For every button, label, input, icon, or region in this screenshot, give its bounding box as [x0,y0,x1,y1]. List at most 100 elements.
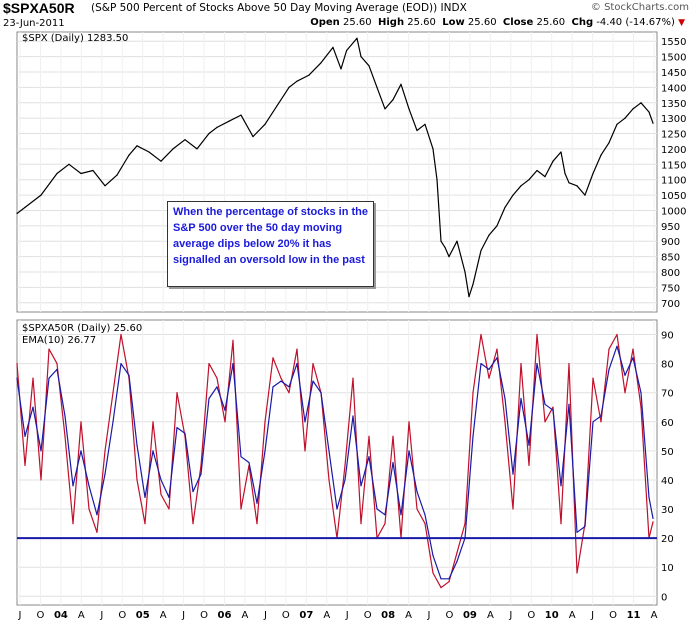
annotation-box: When the percentage of stocks in the S&P… [167,201,374,287]
breadth-series-point [488,377,490,379]
x-tick-label: J [590,610,594,621]
breadth-series-point [616,333,618,336]
breadth-series-point [240,508,242,510]
ema-series-point [320,392,322,394]
price-series-point [632,108,634,110]
price-series-point [80,172,82,175]
ema-series-point [520,397,522,400]
ema-series-point [152,450,154,452]
x-tick-label: 04 [54,610,68,621]
price-series-point [512,194,514,196]
breadth-series-point [480,333,482,336]
breadth-series-point [296,348,298,350]
ema-series-point [408,450,410,452]
ema-series-point [192,491,194,493]
breadth-series-point [528,464,530,466]
x-tick-label: 09 [463,610,477,621]
x-axis: J O 04 A J O 05 A J O 06 A J O 07 A J O 08 A J O 09 A J O 10 A J O 11 A [18,610,658,621]
chart-date: 23-Jun-2011 [3,18,65,29]
ema-series-point [104,473,106,475]
price-series-point [228,120,230,122]
y-tick-label: 900 [661,237,680,248]
y-tick-label: 0 [661,592,667,603]
x-tick-label: A [160,610,167,621]
price-series-point [504,206,506,208]
breadth-series-point [160,493,162,496]
breadth-series-point [176,392,178,394]
price-series-point [408,108,410,110]
breadth-series-point [144,523,146,525]
ema-series-point [248,461,250,464]
ema-series-point [392,461,394,464]
ema-series-point [552,409,554,411]
price-series-point [128,154,130,156]
price-series-point [520,185,522,187]
x-tick-label: O [282,610,290,621]
price-series-point [576,185,578,187]
x-tick-label: A [569,610,576,621]
breadth-series-point [552,406,554,408]
price-series-point [24,206,26,208]
ema-series-point [456,560,458,563]
ema-series-point [40,450,42,452]
breadth-series-point [520,363,522,365]
y-tick-label: 700 [661,299,680,310]
breadth-series-point [288,392,290,394]
breadth-series-point [112,392,114,394]
breadth-series-point [504,421,506,423]
price-series-point [544,176,546,178]
price-series-point [288,86,290,88]
price-series-point [600,154,602,156]
x-tick-label: O [37,610,45,621]
price-series-point [436,179,438,181]
breadth-series-point [496,348,498,350]
price-series-point [468,296,470,298]
x-tick-label: O [527,610,535,621]
y-tick-label: 10 [661,563,674,574]
breadth-series-point [576,572,578,574]
breadth-series-point [24,464,26,466]
ema-series-point [144,496,146,498]
ema-series-point [352,415,354,417]
ema-series-point [296,363,298,365]
price-series-point [528,179,530,181]
price-series-point [172,148,174,150]
ema-series-point [336,508,338,510]
breadth-series-point [152,421,154,423]
y-tick-label: 80 [661,360,674,371]
price-series-point [252,136,254,138]
breadth-panel: 0 10 20 30 40 50 60 70 80 90 [16,319,674,606]
price-series-point [196,148,198,150]
breadth-series-point [600,421,602,423]
ema-series-point [80,450,82,452]
breadth-series-point [256,523,258,525]
price-series-point [136,145,138,147]
y-tick-label: 30 [661,505,674,516]
breadth-series-point [56,363,58,365]
ema-series-point [72,485,74,487]
down-arrow-icon: ▼ [678,18,685,28]
price-series-point [464,271,466,273]
x-tick-label: J [18,610,22,621]
x-tick-label: A [78,610,85,621]
price-series-point [368,65,370,67]
ema-series-point [88,485,90,487]
breadth-series-point [136,479,138,481]
quote-bar: Open 25.60 High 25.60 Low 25.60 Close 25… [310,17,685,28]
breadth-series-point [328,479,330,481]
y-tick-label: 1000 [661,206,686,217]
price-series-point [616,123,618,125]
y-tick-label: 1300 [661,114,686,125]
ema-series-point [304,421,306,423]
chart-description: (S&P 500 Percent of Stocks Above 50 Day … [91,2,467,14]
breadth-series-point [64,435,66,437]
breadth-series-point [652,521,654,523]
x-tick-label: A [487,610,494,621]
x-tick-label: 06 [218,610,232,621]
breadth-series-point [88,508,90,510]
price-series-point [416,129,418,132]
x-tick-label: J [99,610,103,621]
y-tick-label: 60 [661,418,674,429]
y-tick-label: 1050 [661,191,686,202]
breadth-series-point [384,523,386,525]
